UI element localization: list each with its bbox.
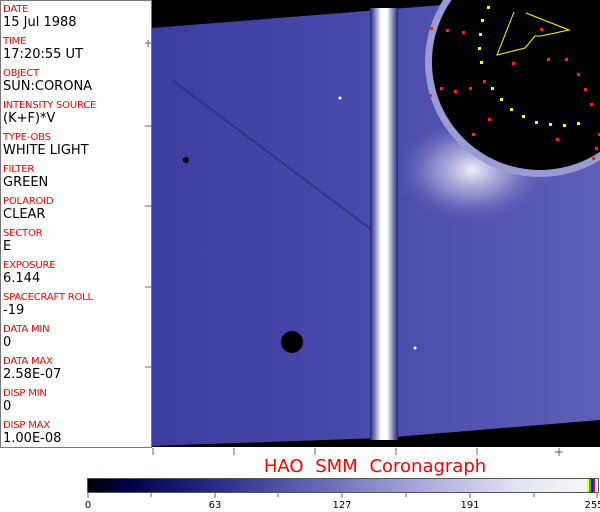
field-label: DISP MAX [3,420,50,431]
field-value: (K+F)*V [3,111,56,126]
info-field: DATA MIN 0 [3,324,50,350]
colorbar-ticks [87,492,598,498]
overlay-markers [429,6,600,160]
info-field: DATE 15 Jul 1988 [3,4,77,30]
info-panel: DATE 15 Jul 1988 TIME 17:20:55 UT OBJECT SUN:… [0,0,152,448]
field-label: DATA MAX [3,356,53,367]
info-field: FILTER GREEN [3,164,48,190]
colorbar-end-2 [591,479,593,492]
info-field: DISP MAX 1.00E-08 [3,420,61,446]
marker-red [598,133,600,136]
marker-red [590,103,593,106]
info-field: INTENSITY SOURCE (K+F)*V [3,100,96,126]
field-value: -19 [3,303,25,318]
marker-red [584,88,587,91]
field-value: GREEN [3,175,49,190]
info-field: POLAROID CLEAR [3,196,54,222]
axis-ticks [145,40,563,456]
info-field: SPACECRAFT ROLL -19 [3,292,93,318]
field-value: 17:20:55 UT [3,47,83,62]
plot-title: HAO SMM Coronagraph [263,456,487,477]
marker-red [429,94,432,97]
marker-red [556,138,559,141]
marker-yellow [479,33,482,36]
marker-yellow [510,108,513,111]
field-label: EXPOSURE [3,260,56,271]
field-value: SUN:CORONA [3,79,93,94]
marker-red [462,31,465,34]
field-label: DATE [3,4,29,15]
marker-yellow [480,61,483,64]
field-value: WHITE LIGHT [3,143,89,158]
marker-yellow [487,6,490,9]
marker-yellow [481,19,484,22]
marker-yellow [522,115,525,118]
field-value: 0 [3,335,12,350]
marker-red [577,73,580,76]
info-field: EXPOSURE 6.144 [3,260,56,286]
colorbar [87,478,599,493]
field-value: 2.58E-07 [3,367,62,382]
colorbar-end-1 [589,479,591,492]
colorbar-tick-label: 0 [84,500,92,511]
colorbar-end-0 [587,479,589,492]
field-label: SPACECRAFT ROLL [3,292,93,303]
marker-red [565,58,568,61]
field-label: TYPE-OBS [3,132,51,143]
marker-red [592,157,595,160]
field-label: DISP MIN [3,388,47,399]
colorbar-end-3 [593,479,595,492]
marker-yellow [549,123,552,126]
marker-red [540,28,543,31]
marker-red [595,147,598,150]
field-value: 0 [3,399,12,414]
field-label: OBJECT [3,68,39,79]
field-label: TIME [3,36,27,47]
info-field: TIME 17:20:55 UT [3,36,83,62]
field-value: 6.144 [3,271,41,286]
colorbar-tick-label: 63 [208,500,222,511]
overlay-outline [496,11,571,56]
occulter [432,0,600,170]
field-label: DATA MIN [3,324,50,335]
vertical-streak [370,8,398,440]
marker-red [483,80,486,83]
marker-red [488,118,491,121]
field-value: 15 Jul 1988 [3,15,77,30]
field-label: SECTOR [3,228,43,239]
field-label: INTENSITY SOURCE [3,100,97,111]
marker-red [430,27,433,30]
info-field: OBJECT SUN:CORONA [3,68,92,94]
marker-red [547,58,550,61]
info-field: SECTOR E [3,228,43,254]
info-field: TYPE-OBS WHITE LIGHT [3,132,89,158]
marker-red [440,87,443,90]
coronagraph-image [152,0,600,447]
field-label: FILTER [3,164,35,175]
marker-yellow [535,121,538,124]
colorbar-tick-label: 127 [332,500,352,511]
marker-yellow [491,87,494,90]
colorbar-tick-label: 191 [460,500,480,511]
marker-red [469,87,472,90]
field-value: E [3,239,12,254]
marker-yellow [478,47,481,50]
marker-yellow [563,124,566,127]
info-field: DISP MIN 0 [3,388,47,414]
marker-red [512,62,515,65]
marker-red [446,29,449,32]
field-value: CLEAR [3,207,46,222]
marker-red [472,133,475,136]
dark-spot [281,331,303,353]
colorbar-tick-label: 255 [584,500,600,511]
marker-yellow [577,122,580,125]
field-label: POLAROID [3,196,54,207]
info-field: DATA MAX 2.58E-07 [3,356,61,382]
field-value: 1.00E-08 [3,431,62,446]
marker-yellow [500,98,503,101]
marker-red [454,90,457,93]
